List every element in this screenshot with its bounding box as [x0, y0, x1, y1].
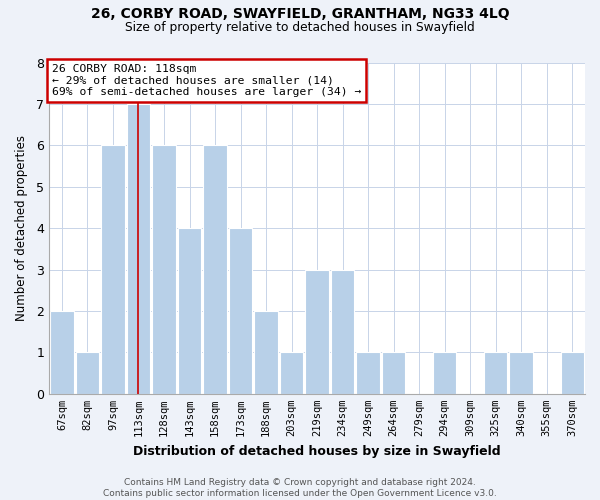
Bar	[178, 228, 201, 394]
Bar	[433, 352, 457, 394]
Bar	[484, 352, 508, 394]
Bar	[50, 311, 74, 394]
X-axis label: Distribution of detached houses by size in Swayfield: Distribution of detached houses by size …	[133, 444, 501, 458]
Bar	[305, 270, 329, 394]
Text: 26, CORBY ROAD, SWAYFIELD, GRANTHAM, NG33 4LQ: 26, CORBY ROAD, SWAYFIELD, GRANTHAM, NG3…	[91, 8, 509, 22]
Bar	[254, 311, 278, 394]
Bar	[560, 352, 584, 394]
Bar	[331, 270, 355, 394]
Y-axis label: Number of detached properties: Number of detached properties	[15, 135, 28, 321]
Text: 26 CORBY ROAD: 118sqm
← 29% of detached houses are smaller (14)
69% of semi-deta: 26 CORBY ROAD: 118sqm ← 29% of detached …	[52, 64, 361, 98]
Bar	[509, 352, 533, 394]
Bar	[76, 352, 99, 394]
Text: Contains HM Land Registry data © Crown copyright and database right 2024.
Contai: Contains HM Land Registry data © Crown c…	[103, 478, 497, 498]
Bar	[280, 352, 304, 394]
Bar	[356, 352, 380, 394]
Bar	[382, 352, 406, 394]
Bar	[152, 146, 176, 394]
Bar	[203, 146, 227, 394]
Bar	[101, 146, 125, 394]
Bar	[229, 228, 252, 394]
Bar	[127, 104, 150, 394]
Text: Size of property relative to detached houses in Swayfield: Size of property relative to detached ho…	[125, 22, 475, 35]
